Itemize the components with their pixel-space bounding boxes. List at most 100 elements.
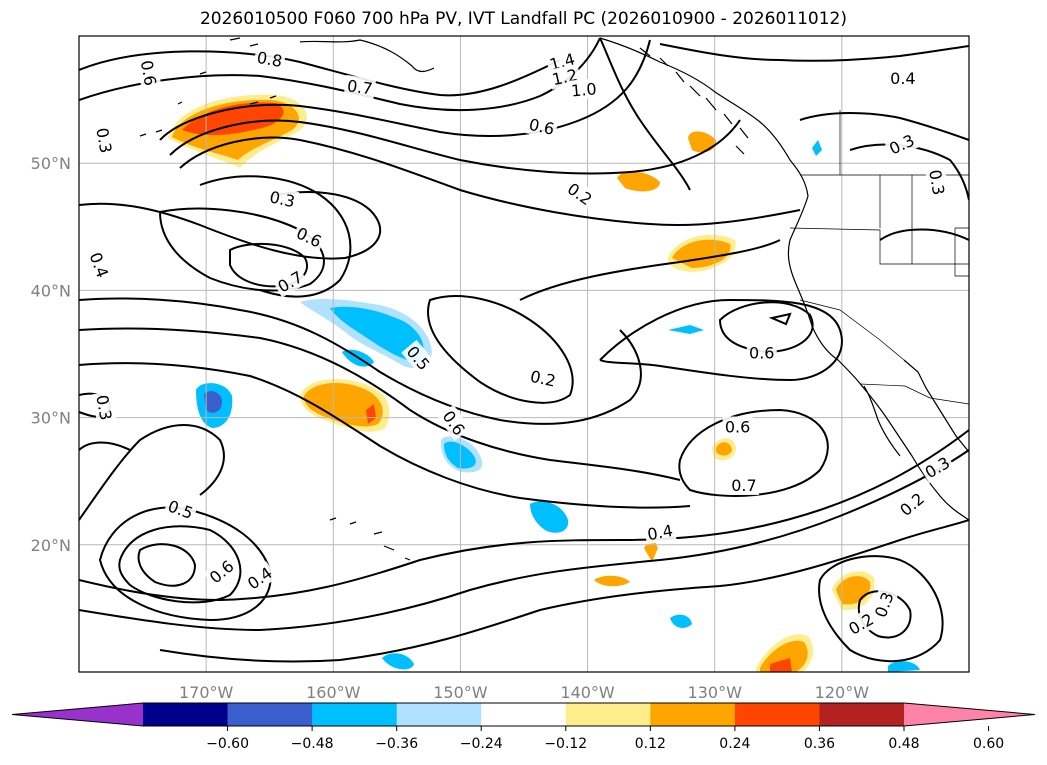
negative-anomaly-patch xyxy=(668,325,704,334)
pv-contour-line xyxy=(718,301,814,354)
contour-label: 0.8 xyxy=(253,46,287,72)
latitude-label: 40°N xyxy=(31,281,71,300)
longitude-label: 150°W xyxy=(433,683,488,702)
longitude-label: 120°W xyxy=(815,683,870,702)
contour-label-gap xyxy=(919,451,956,484)
contour-label-text: 0.6 xyxy=(137,59,160,87)
contour-label: 0.2 xyxy=(561,176,598,211)
contour-label: 0.3 xyxy=(869,587,899,623)
pv-contour-line xyxy=(118,525,242,604)
pv-contour-line xyxy=(599,298,843,382)
pv-contour-line xyxy=(79,441,131,451)
positive-anomaly-patch xyxy=(304,382,383,427)
contour-label-text: 0.3 xyxy=(92,126,115,154)
contour-label-gap xyxy=(567,78,600,101)
pv-contour-line xyxy=(768,312,792,326)
colorbar-outline xyxy=(11,702,1036,727)
contour-label-gap xyxy=(643,519,677,545)
negative-anomaly-patch xyxy=(812,140,822,156)
pv-contour-line xyxy=(169,119,741,175)
contour-label-gap xyxy=(401,339,436,376)
positive-anomaly-patch xyxy=(770,658,792,672)
contour-label-text: 0.6 xyxy=(749,344,774,363)
latitude-label: 50°N xyxy=(31,154,71,173)
contour-label: 0.6 xyxy=(525,113,559,140)
contour-label-text: 0.3 xyxy=(925,168,948,196)
pv-contour-line xyxy=(427,295,574,404)
north-america-coast xyxy=(599,37,969,521)
contour-label: 0.4 xyxy=(643,519,677,545)
contour-label-text: 0.4 xyxy=(646,521,674,544)
pv-contour-line xyxy=(179,136,801,227)
contour-label: 0.7 xyxy=(728,475,759,496)
contour-label-text: 0.3 xyxy=(92,393,115,421)
pv-contour-line xyxy=(158,207,325,292)
contour-label-text: 0.6 xyxy=(725,418,750,437)
contour-label: 0.7 xyxy=(272,265,309,298)
pv-contour-line xyxy=(79,297,642,425)
contour-label-gap xyxy=(265,185,300,212)
pv-contour-line xyxy=(159,39,651,141)
contour-label: 1.0 xyxy=(567,78,600,101)
colorbar-tick-label: 0.60 xyxy=(973,736,1004,752)
contour-label: 0.3 xyxy=(265,185,300,212)
state-border-east xyxy=(954,227,969,277)
negative-anomaly-patch xyxy=(330,306,424,362)
gulf-of-california-coast xyxy=(903,359,969,453)
contour-label-text: 1.0 xyxy=(570,79,597,100)
california-nevada-border xyxy=(799,299,905,361)
colorbar: −0.60 −0.48 −0.36 −0.24 −0.12 0.12 0.24 0.36 0.4… xyxy=(11,702,1036,752)
negative-anomaly-patch xyxy=(382,653,414,670)
contour-label-gap xyxy=(728,475,759,496)
contour-label-gap xyxy=(163,494,199,524)
contour-label: 0.7 xyxy=(343,74,377,99)
state-borders-north xyxy=(789,227,969,265)
figure-title: 2026010500 F060 700 hPa PV, IVT Landfall… xyxy=(199,9,847,29)
contour-label-gap xyxy=(842,607,879,640)
longitude-label: 130°W xyxy=(688,683,743,702)
contour-label-gap xyxy=(924,165,950,199)
baja-coast xyxy=(863,385,901,457)
negative-anomaly-patch xyxy=(444,441,476,469)
hawaii-islands xyxy=(329,517,411,561)
contour-labels: 0.8 1.41.21.00.70.60.6 0.40.30.30.30.3 0.20… xyxy=(84,46,956,640)
contour-label-text: 0.3 xyxy=(268,187,297,211)
colorbar-tick-label: −0.12 xyxy=(544,736,587,752)
contour-label: 0.6 xyxy=(722,416,753,437)
map-gridlines xyxy=(79,36,969,672)
state-borders xyxy=(879,175,913,264)
longitude-label: 160°W xyxy=(306,683,361,702)
contour-label: 0.3 xyxy=(919,451,956,484)
latitude-label: 30°N xyxy=(31,409,71,428)
contour-label-gap xyxy=(291,221,327,253)
contour-label-text: 0.6 xyxy=(206,556,238,587)
contour-label-gap xyxy=(746,342,777,363)
positive-anomaly-patch xyxy=(366,404,376,424)
positive-anomaly-patch xyxy=(594,575,630,587)
contour-label-text: 0.6 xyxy=(439,407,469,439)
contour-label-text: 0.2 xyxy=(564,179,596,209)
colorbar-segment xyxy=(734,703,820,726)
colorbar-tick-label: −0.48 xyxy=(291,736,334,752)
contour-label-text: 0.2 xyxy=(529,367,558,391)
pv-contour-line xyxy=(159,519,969,663)
contour-label: 0.6 xyxy=(136,56,162,90)
pv-contour-line xyxy=(599,37,691,191)
positive-anomaly-patch xyxy=(716,442,732,456)
contour-label-gap xyxy=(525,113,559,140)
us-mexico-border xyxy=(859,383,969,405)
colorbar-segment xyxy=(481,703,567,726)
pv-contour-line xyxy=(879,228,969,241)
colorbar-tick-label: −0.36 xyxy=(375,736,418,752)
contour-label-gap xyxy=(253,46,287,72)
colorbar-tick-label: 0.12 xyxy=(635,736,666,752)
bc-islands xyxy=(639,47,749,155)
contour-label: 0.5 xyxy=(163,494,199,524)
contour-label-gap xyxy=(893,486,930,522)
colorbar-segment xyxy=(565,703,651,726)
negative-anomaly-patch xyxy=(530,501,569,533)
colorbar-tick-label: −0.24 xyxy=(460,736,503,752)
pv-contour-line xyxy=(79,327,681,481)
pv-contour-line xyxy=(519,239,781,301)
latitude-label: 20°N xyxy=(31,536,71,555)
